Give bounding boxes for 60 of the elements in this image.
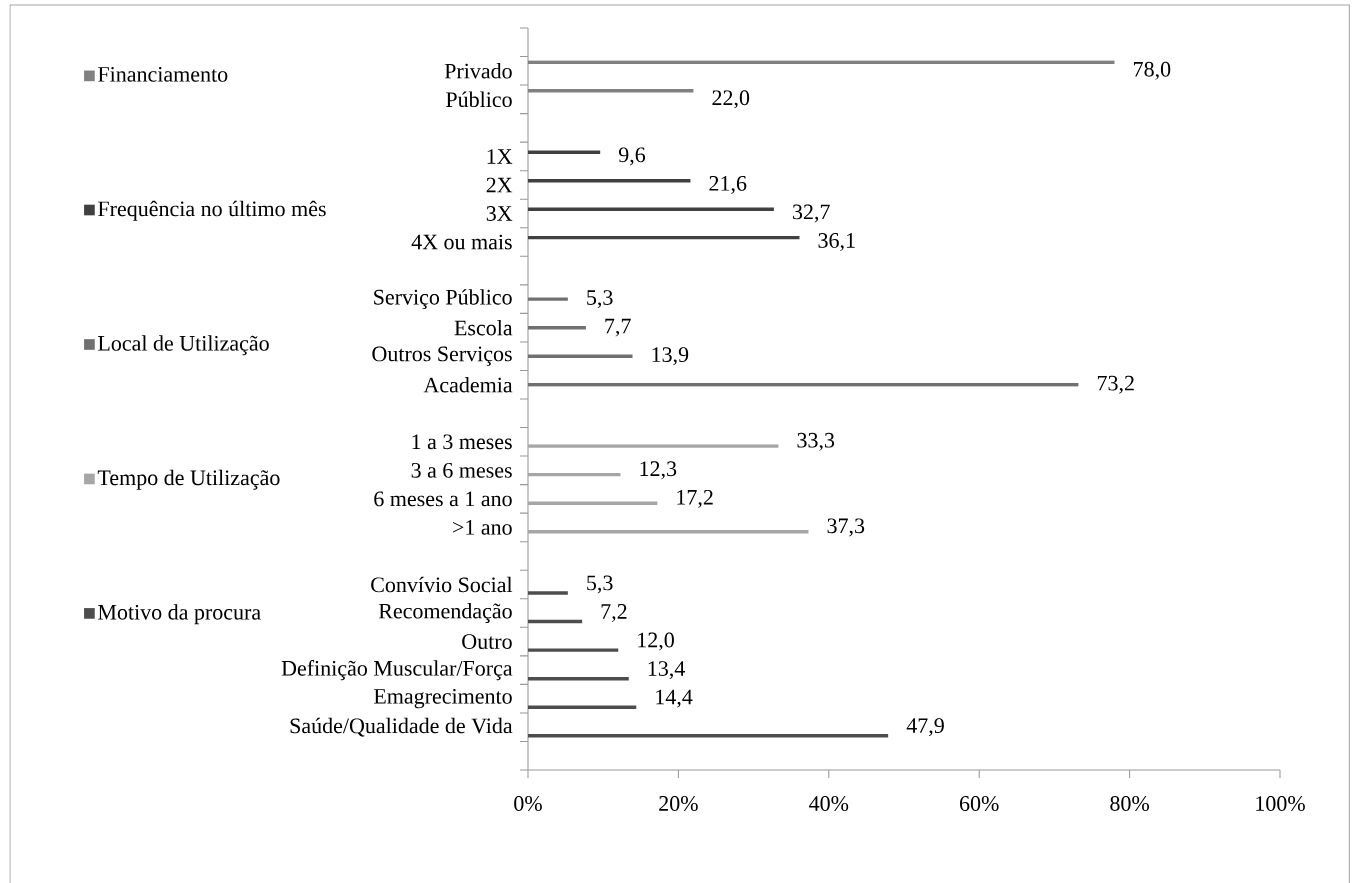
y-tick-label: Outros Serviços (372, 346, 512, 366)
data-label: 7,7 (605, 318, 631, 337)
legend-label: Motivo da procura (98, 604, 261, 625)
y-tick-label: 1X (487, 149, 513, 164)
bar (528, 501, 658, 505)
y-tick-label: Serviço Público (374, 289, 512, 310)
data-label: 36,1 (818, 233, 855, 252)
y-tick-label: Academia (423, 376, 513, 393)
data-label: 9,6 (618, 147, 646, 166)
data-label: 33,3 (797, 432, 835, 451)
y-tick-label: 2X (486, 177, 513, 193)
legend-label: Frequência no último mês (98, 200, 326, 221)
x-tick-label: 40% (809, 796, 849, 811)
data-label: 5,3 (587, 575, 613, 594)
data-label: 5,3 (587, 290, 613, 309)
legend-label: Local de Utilização (98, 335, 269, 356)
legend-label: Financiamento (98, 66, 228, 82)
data-label: 21,6 (709, 175, 747, 194)
y-tick-label: 4X ou mais (411, 234, 512, 250)
bar (528, 89, 694, 93)
y-tick-label: Escola (454, 319, 513, 336)
data-label: 47,9 (906, 718, 944, 737)
x-tick-label: 0% (514, 796, 542, 811)
y-tick-label: Privado (444, 63, 512, 79)
y-tick-label: 3 a 6 meses (411, 462, 512, 478)
bar (528, 705, 637, 709)
data-label: 78,0 (1134, 61, 1171, 80)
data-label: 13,9 (652, 347, 689, 366)
data-label: 17,2 (677, 489, 713, 508)
data-label: 7,2 (601, 604, 627, 623)
bar (528, 354, 633, 358)
bar (528, 297, 568, 301)
y-tick-label: Recomendação (378, 603, 512, 624)
y-tick-label: >1 ano (453, 520, 512, 535)
bar (528, 150, 601, 154)
y-tick-label: 1 a 3 meses (412, 434, 512, 450)
data-label: 73,2 (1097, 375, 1134, 394)
data-label: 14,4 (656, 689, 693, 708)
y-tick-label: Convívio Social (371, 576, 513, 593)
data-label: 13,4 (648, 661, 685, 680)
data-label: 32,7 (792, 204, 830, 223)
x-tick-label: 60% (959, 796, 999, 811)
y-tick-label: Saúde/Qualidade de Vida (290, 717, 513, 737)
y-tick-label: Público (446, 91, 512, 108)
bar (528, 207, 774, 211)
y-tick-label: Definição Muscular/Força (281, 660, 513, 681)
data-label: 12,3 (640, 461, 677, 480)
data-label: 37,3 (827, 518, 865, 537)
y-tick-label: Outro (462, 634, 512, 649)
bar (528, 591, 568, 595)
y-tick-label: 3X (486, 206, 513, 221)
legend-label: Tempo de Utilização (97, 469, 280, 490)
y-tick-label: 6 meses a 1 ano (374, 491, 512, 507)
x-tick-label: 80% (1110, 796, 1149, 811)
data-label: 12,0 (638, 632, 674, 651)
bar (528, 648, 619, 652)
x-tick-label: 20% (659, 796, 698, 811)
data-label: 22,0 (712, 90, 750, 109)
x-tick-label: 100% (1256, 796, 1305, 811)
y-tick-label: Emagrecimento (373, 688, 512, 709)
